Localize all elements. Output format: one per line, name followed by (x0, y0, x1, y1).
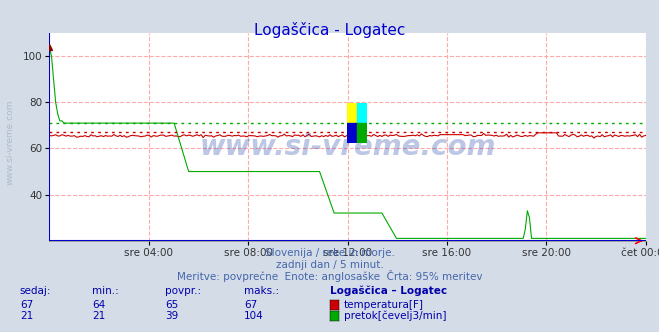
Text: zadnji dan / 5 minut.: zadnji dan / 5 minut. (275, 260, 384, 270)
Bar (357, 103, 367, 123)
Text: temperatura[F]: temperatura[F] (344, 300, 424, 310)
Text: 64: 64 (92, 300, 105, 310)
Text: Logaščica - Logatec: Logaščica - Logatec (254, 22, 405, 38)
Bar (347, 123, 357, 143)
Text: maks.:: maks.: (244, 286, 279, 296)
Text: 104: 104 (244, 311, 264, 321)
Text: min.:: min.: (92, 286, 119, 296)
Text: Slovenija / reke in morje.: Slovenija / reke in morje. (264, 248, 395, 258)
Text: 39: 39 (165, 311, 178, 321)
Text: 67: 67 (20, 300, 33, 310)
Text: 67: 67 (244, 300, 257, 310)
Text: 65: 65 (165, 300, 178, 310)
Text: www.si-vreme.com: www.si-vreme.com (5, 100, 14, 186)
Bar (347, 103, 357, 123)
Bar (357, 123, 367, 143)
Text: 21: 21 (92, 311, 105, 321)
Text: www.si-vreme.com: www.si-vreme.com (200, 133, 496, 161)
Text: pretok[čevelj3/min]: pretok[čevelj3/min] (344, 310, 447, 321)
Text: 21: 21 (20, 311, 33, 321)
Text: povpr.:: povpr.: (165, 286, 201, 296)
Text: Logaščica – Logatec: Logaščica – Logatec (330, 285, 447, 296)
Text: sedaj:: sedaj: (20, 286, 51, 296)
Text: Meritve: povprečne  Enote: anglosaške  Črta: 95% meritev: Meritve: povprečne Enote: anglosaške Črt… (177, 270, 482, 282)
